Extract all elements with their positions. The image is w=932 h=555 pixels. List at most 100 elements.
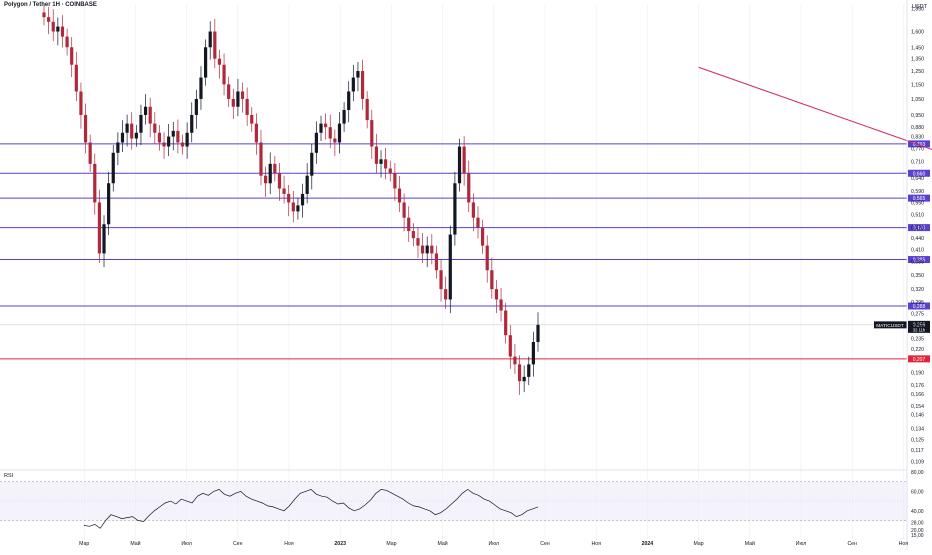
candle-body — [88, 142, 92, 164]
x-tick-label: Сен — [540, 541, 550, 547]
candle-body — [42, 12, 46, 18]
candle-body — [360, 71, 365, 99]
level-badge — [908, 355, 930, 363]
candle-body — [416, 238, 420, 246]
y-tick-label: 1,050 — [911, 97, 924, 103]
candle-body — [476, 217, 480, 228]
rsi-tick-label: 60,00 — [911, 489, 924, 495]
y-tick-label: 0,295 — [911, 300, 924, 306]
x-tick-label: Май — [745, 540, 755, 547]
rsi-tick-label: 15,00 — [911, 533, 924, 539]
y-tick-label: 0,510 — [911, 213, 924, 219]
candle-body — [245, 98, 249, 115]
y-tick-label: 0,255 — [911, 323, 924, 329]
y-tick-label: 1,250 — [911, 69, 924, 75]
candle-body — [130, 123, 134, 139]
symbol-badge — [874, 321, 907, 329]
y-tick-label: 0,176 — [911, 383, 924, 389]
candle-body — [494, 289, 499, 300]
symbol-label: MATICUSDT — [876, 323, 904, 329]
level-badge — [908, 194, 930, 202]
candle-body — [282, 188, 286, 194]
candle-body — [522, 376, 526, 382]
candle-body — [93, 163, 97, 203]
candle-body — [347, 91, 351, 110]
y-tick-label: 0,117 — [911, 448, 924, 454]
candle-body — [139, 114, 143, 133]
candle-body — [162, 142, 166, 147]
candle-body — [231, 98, 235, 107]
candle-body — [504, 310, 508, 336]
y-tick-label: 0,590 — [911, 189, 924, 195]
x-tick-label: Сен — [233, 541, 243, 547]
candle-body — [217, 58, 222, 65]
y-tick-label: 0,166 — [911, 392, 924, 398]
grid-layer — [83, 4, 904, 540]
candle-body — [531, 342, 535, 365]
hline-layer: 0,7930,6600,5650,4700,3850,2880,207MATIC… — [0, 140, 930, 363]
last-price-badge — [908, 320, 930, 333]
x-tick-label: Июл — [796, 541, 807, 547]
countdown-label: 32 11h — [913, 327, 926, 332]
level-label: 0,385 — [913, 258, 926, 264]
candle-layer — [42, 4, 540, 395]
y-tick-label: 0,235 — [911, 337, 924, 343]
candle-body — [190, 114, 194, 133]
y-tick-label: 0,770 — [911, 147, 924, 153]
candle-body — [462, 146, 466, 174]
candle-body — [291, 202, 295, 212]
candle-body — [203, 47, 208, 78]
level-label: 0,207 — [913, 357, 926, 363]
x-tick-label: Мар — [79, 541, 89, 547]
candle-body — [208, 31, 212, 48]
y-tick-label: 0,410 — [911, 247, 924, 253]
candle-body — [305, 175, 309, 194]
x-tick-label: Ноя — [591, 541, 601, 547]
y-tick-label: 0,125 — [911, 438, 924, 444]
candle-body — [351, 77, 355, 92]
candle-body — [471, 202, 475, 218]
x-tick-label: Ноя — [899, 541, 909, 547]
rsi-tick-label: 40,00 — [911, 509, 924, 515]
candle-body — [425, 245, 429, 254]
candle-body — [467, 173, 471, 203]
y-tick-label: 0,275 — [911, 311, 924, 317]
x-tick-label: Мар — [386, 541, 396, 547]
candle-body — [333, 138, 337, 143]
candle-body — [120, 132, 125, 143]
x-tick-label: 2023 — [334, 541, 346, 547]
level-label: 0,565 — [913, 196, 926, 202]
candle-body — [176, 130, 180, 143]
x-tick-label: Июл — [181, 541, 192, 547]
rsi-line — [83, 488, 539, 529]
x-tick-label: Мар — [694, 541, 704, 547]
candle-body — [194, 98, 198, 115]
candle-body — [47, 17, 51, 22]
candle-body — [148, 106, 152, 124]
candle-body — [240, 91, 245, 99]
candle-body — [439, 270, 443, 290]
y-tick-label: 0,710 — [911, 160, 924, 166]
candle-body — [379, 159, 383, 164]
candle-body — [356, 71, 360, 78]
y-tick-label: 1,450 — [911, 45, 924, 51]
candle-body — [388, 168, 392, 174]
rsi-tick-label: 20,00 — [911, 528, 924, 534]
last-price-label: 0,256 — [913, 322, 926, 328]
y-tick-label: 0,550 — [911, 200, 924, 206]
y-tick-label: 0,440 — [911, 236, 924, 242]
level-badge — [908, 169, 930, 177]
y-tick-label: 1,350 — [911, 57, 924, 63]
candle-body — [268, 163, 272, 184]
y-tick-label: 0,350 — [911, 273, 924, 279]
candle-body — [83, 114, 88, 143]
candle-body — [259, 142, 263, 176]
candle-body — [457, 146, 462, 184]
candle-body — [536, 324, 540, 343]
y-tick-label: 0,154 — [911, 404, 924, 410]
candle-body — [513, 356, 517, 365]
candle-body — [342, 109, 346, 124]
y-tick-label: 0,470 — [911, 226, 924, 232]
